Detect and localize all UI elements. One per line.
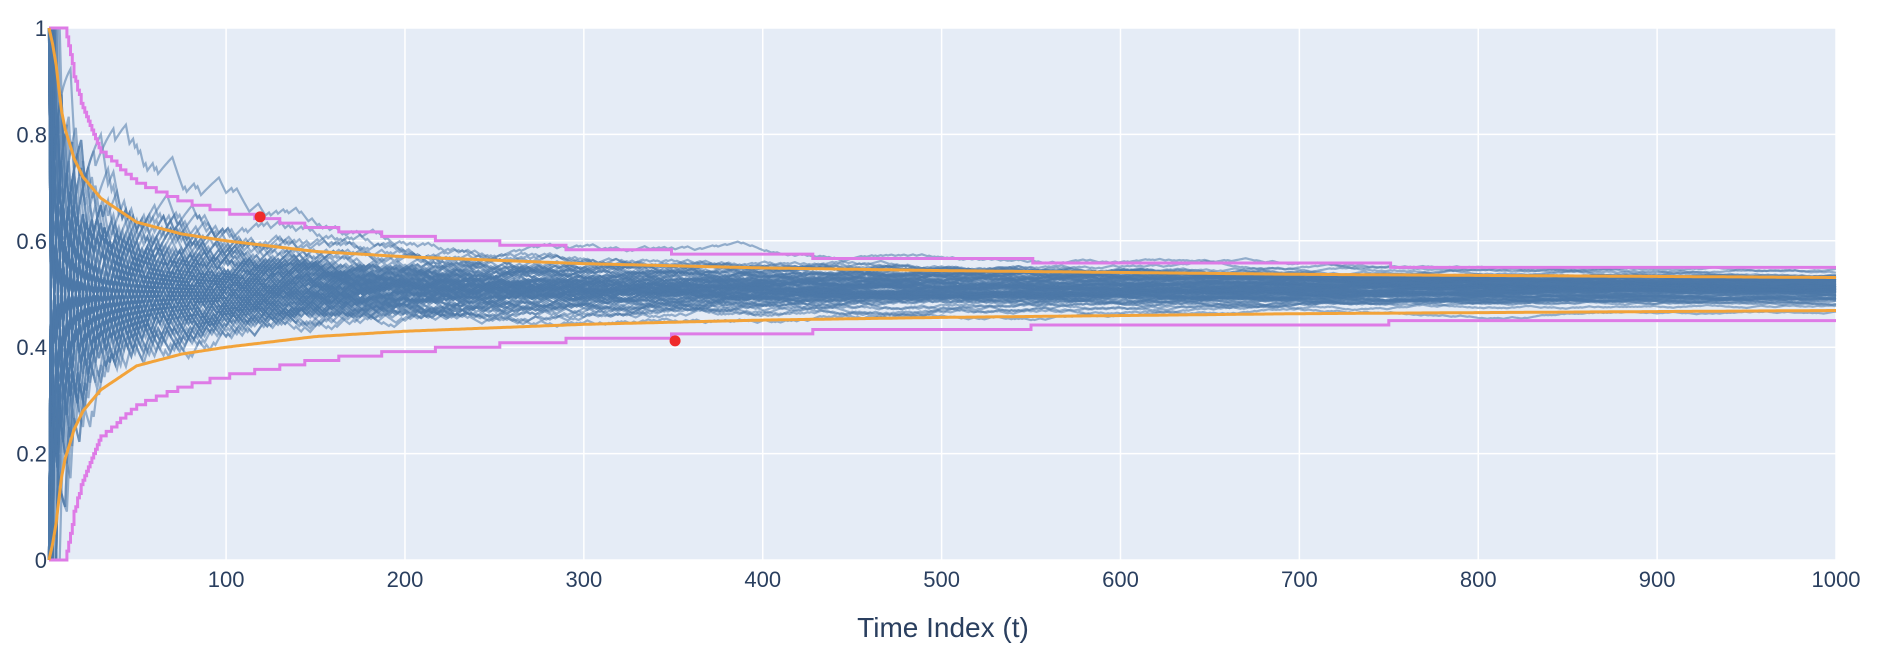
sample-path [47, 249, 1837, 561]
x-tick-label: 1000 [1812, 567, 1861, 592]
y-tick-label: 0.8 [16, 122, 47, 147]
x-tick-labels: 100 200 300 400 500 600 700 800 900 1000 [208, 567, 1861, 592]
y-tick-label: 1 [35, 16, 47, 41]
y-tick-labels: 0 0.2 0.4 0.6 0.8 1 [16, 16, 47, 573]
x-tick-label: 200 [387, 567, 424, 592]
sample-path [49, 26, 1837, 348]
sample-path [49, 303, 1837, 562]
inner-band-lower [47, 309, 1836, 561]
x-tick-label: 300 [565, 567, 602, 592]
inner-band [47, 27, 1836, 561]
x-axis-title: Time Index (t) [857, 612, 1029, 643]
sample-path [47, 257, 1837, 561]
x-tick-label: 900 [1639, 567, 1676, 592]
sample-path [47, 27, 1837, 401]
y-tick-label: 0.2 [16, 442, 47, 467]
x-tick-label: 500 [923, 567, 960, 592]
y-tick-label: 0.6 [16, 229, 47, 254]
x-tick-label: 400 [744, 567, 781, 592]
crossing-points [254, 211, 681, 347]
y-tick-label: 0.4 [16, 335, 47, 360]
crossing-point [254, 211, 266, 223]
x-tick-label: 100 [208, 567, 245, 592]
outer-band [49, 26, 1836, 562]
inner-band-upper [47, 27, 1836, 279]
outer-band-lower [49, 319, 1836, 562]
crossing-point [669, 335, 681, 347]
y-tick-label: 0 [35, 548, 47, 573]
outer-band-upper [49, 26, 1836, 269]
x-tick-label: 800 [1460, 567, 1497, 592]
x-tick-label: 600 [1102, 567, 1139, 592]
x-tick-label: 700 [1281, 567, 1318, 592]
sample-path [47, 205, 1837, 561]
